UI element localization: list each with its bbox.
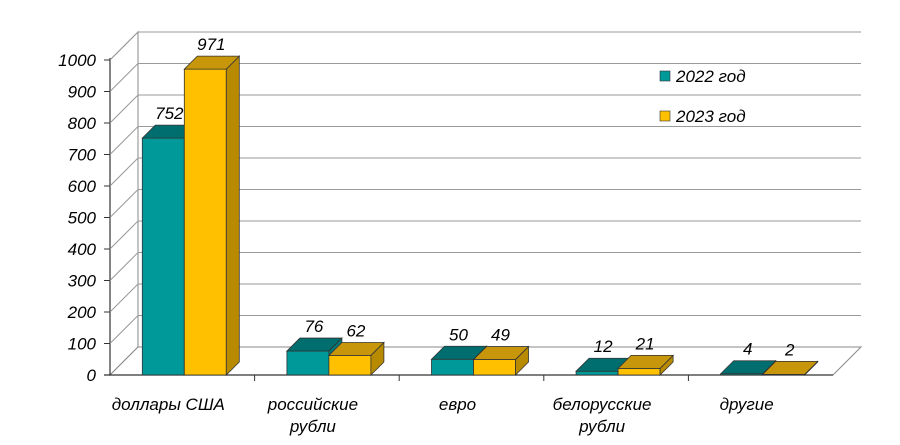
bar-top <box>327 342 385 356</box>
bar-top <box>472 346 530 360</box>
legend-label: 2022 год <box>675 67 746 86</box>
bar-front <box>183 68 227 376</box>
data-label: 76 <box>304 317 323 336</box>
bar <box>761 360 819 376</box>
gridline <box>109 126 861 155</box>
y-tick-label: 200 <box>67 303 97 322</box>
legend: 2022 год 2023 год <box>659 67 746 126</box>
legend-swatch <box>659 110 671 122</box>
category-label-line: другие <box>720 395 774 414</box>
data-label: 21 <box>635 334 655 353</box>
category-label: белорусские рубли <box>553 395 652 436</box>
category-label: другие <box>720 395 774 414</box>
category-label-line: евро <box>439 395 476 414</box>
gridline <box>109 31 861 61</box>
legend-label: 2023 год <box>675 107 746 126</box>
bar <box>472 345 530 376</box>
bar-top <box>617 354 675 369</box>
data-label: 4 <box>743 340 752 359</box>
legend-swatch <box>659 70 671 82</box>
bar <box>617 354 675 376</box>
gridline <box>109 189 861 218</box>
data-label: 62 <box>346 321 365 340</box>
bar-front <box>575 370 619 376</box>
bar-top <box>719 360 777 375</box>
bar-front <box>431 358 474 376</box>
data-label: 752 <box>155 104 184 123</box>
y-tick-label: 800 <box>68 114 97 133</box>
y-tick-label: 600 <box>68 177 97 196</box>
bar-top <box>761 360 819 375</box>
data-label: 49 <box>491 326 510 345</box>
category-label-line: рубли <box>289 417 337 436</box>
bar-front <box>328 355 372 376</box>
gridline <box>109 157 861 187</box>
category-label: российские рубли <box>267 395 358 436</box>
y-tick-label: 100 <box>68 335 97 354</box>
y-tick-label: 900 <box>68 83 97 102</box>
category-label-line: белорусские <box>553 395 652 414</box>
y-tick-label: 500 <box>68 209 97 228</box>
y-axis-ticks: 0 100 200 300 400 500 600 700 800 900 1000 <box>58 51 110 385</box>
gridline <box>109 94 861 124</box>
y-tick-label: 700 <box>68 146 97 165</box>
y-tick-label: 300 <box>68 272 97 291</box>
bar-front <box>286 350 330 376</box>
gridline <box>109 63 861 92</box>
bars <box>141 55 819 376</box>
gridline <box>109 252 861 281</box>
bar-front <box>141 137 185 376</box>
bar-front <box>473 359 516 376</box>
x-axis-categories: доллары США российские рубли евро белорусски… <box>112 395 774 436</box>
data-label: 971 <box>197 35 225 54</box>
y-tick-label: 400 <box>68 240 97 259</box>
gridline <box>109 315 861 344</box>
gridline <box>109 283 861 313</box>
category-label: евро <box>439 395 476 414</box>
gridlines <box>109 31 861 344</box>
bar-front <box>617 367 661 376</box>
bar <box>327 341 385 376</box>
category-label-line: доллары США <box>112 395 225 414</box>
gridline <box>109 220 861 250</box>
bar-top <box>183 55 241 70</box>
data-label: 2 <box>784 340 795 359</box>
category-label: доллары США <box>112 395 225 414</box>
bar-side <box>225 55 240 376</box>
y-tick-label: 1000 <box>58 51 96 70</box>
data-label: 50 <box>449 325 468 344</box>
bar <box>183 55 241 376</box>
category-label-line: рубли <box>578 417 626 436</box>
bar-top <box>285 337 343 352</box>
data-labels: 752 971 76 62 50 49 12 21 4 2 <box>155 35 795 359</box>
data-label: 12 <box>594 337 613 356</box>
category-label-line: российские <box>267 395 358 414</box>
y-tick-label: 0 <box>87 366 97 385</box>
